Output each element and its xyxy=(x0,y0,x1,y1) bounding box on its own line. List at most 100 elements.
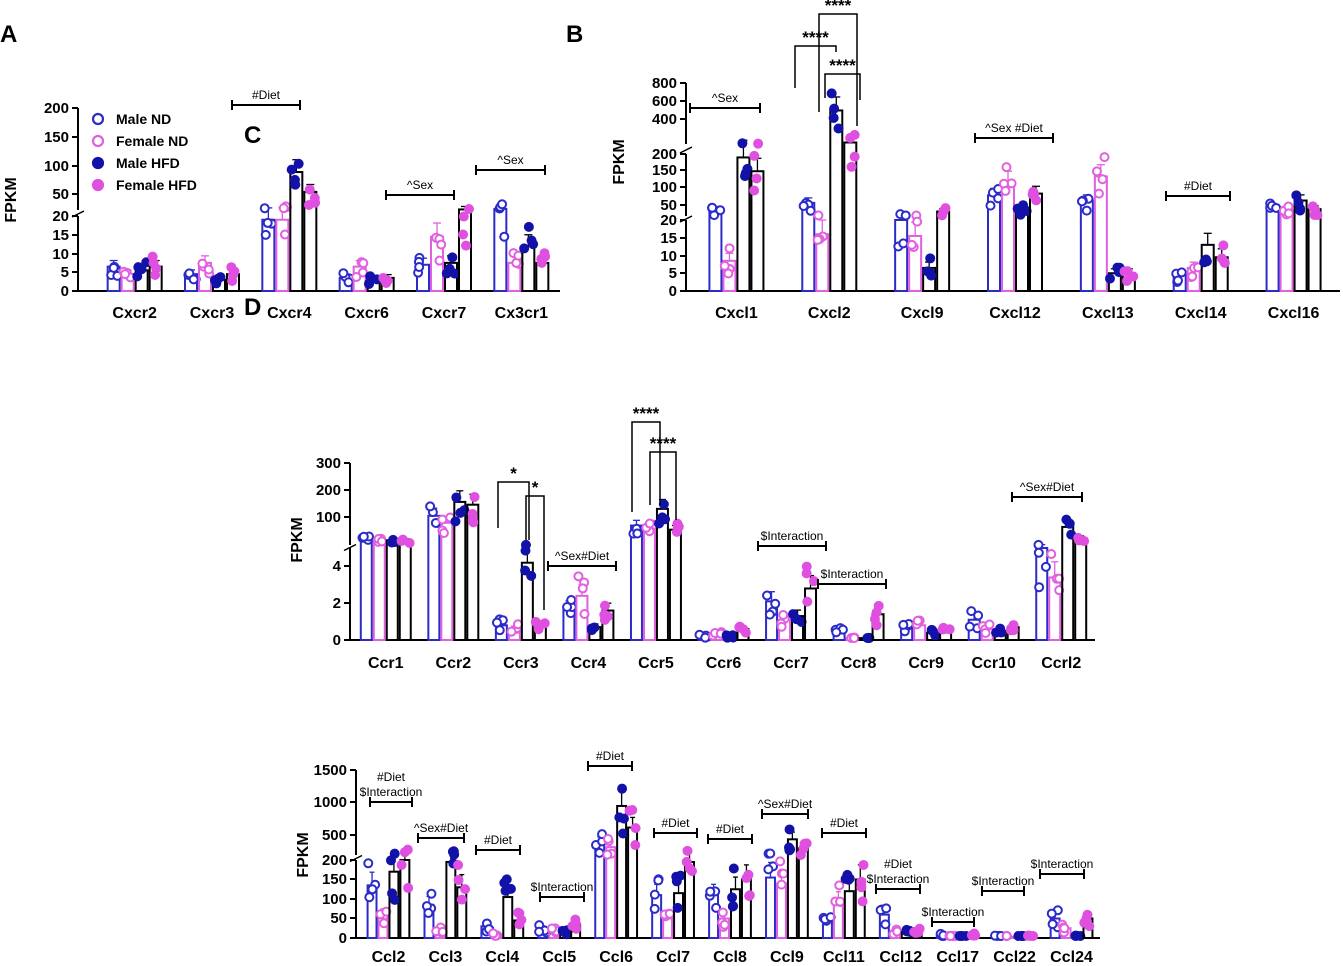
data-point xyxy=(805,205,816,216)
data-point xyxy=(278,203,289,214)
data-point xyxy=(898,619,909,630)
legend-label-1: Female ND xyxy=(116,133,188,149)
data-point xyxy=(396,859,407,870)
annotation-label: #Diet xyxy=(661,816,690,830)
data-point xyxy=(358,258,369,269)
data-point xyxy=(1040,561,1051,572)
data-point xyxy=(681,856,692,867)
data-point xyxy=(719,919,730,930)
data-point xyxy=(1283,208,1294,219)
y-tick-label: 5 xyxy=(61,264,69,281)
data-point xyxy=(649,903,660,914)
data-point xyxy=(881,903,892,914)
data-point xyxy=(898,238,909,249)
data-point xyxy=(1033,539,1044,550)
data-point xyxy=(944,624,955,635)
annotation-label: ^Sex xyxy=(712,91,738,105)
y-tick-label: 150 xyxy=(44,129,69,146)
data-point xyxy=(672,902,683,913)
bar-cxcl9-s0 xyxy=(894,219,909,292)
data-point xyxy=(740,627,751,638)
bar-ccl6-s1 xyxy=(605,846,617,940)
y-tick-label: 20 xyxy=(52,208,69,225)
bar-ccr1-s0 xyxy=(359,538,373,641)
data-point xyxy=(456,894,467,905)
category-label-cxcl12: Cxcl12 xyxy=(989,305,1041,322)
data-point xyxy=(449,268,460,279)
data-point xyxy=(749,150,760,161)
annotation-label: #Diet xyxy=(484,833,513,847)
bar-ccl8-s0 xyxy=(708,894,720,939)
data-point xyxy=(717,907,728,918)
category-label-ccl3: Ccl3 xyxy=(428,949,462,966)
axis-break-mark xyxy=(679,146,693,154)
data-point xyxy=(1001,931,1012,941)
data-point xyxy=(849,129,860,140)
category-label-ccr8: Ccr8 xyxy=(841,655,877,672)
data-point xyxy=(925,253,936,264)
data-point xyxy=(658,499,669,510)
data-point xyxy=(573,571,584,582)
data-point xyxy=(749,185,760,196)
data-point xyxy=(494,625,505,636)
data-point xyxy=(293,158,304,169)
data-point xyxy=(1005,623,1016,634)
data-point xyxy=(618,813,629,824)
data-point xyxy=(387,888,398,899)
y-tick-label: 0 xyxy=(61,283,69,300)
data-point xyxy=(849,151,860,162)
y-tick-label: 10 xyxy=(660,248,677,265)
data-point xyxy=(813,210,824,221)
data-point xyxy=(834,880,845,891)
legend: Male ND Female ND Male HFD Female HFD xyxy=(91,111,197,193)
annotation-label: $Interaction xyxy=(972,874,1035,888)
data-point xyxy=(526,570,537,581)
category-label-ccr9: Ccr9 xyxy=(908,655,944,672)
data-point xyxy=(765,848,776,859)
data-point xyxy=(922,266,933,277)
data-point xyxy=(842,869,853,880)
annotation-label: ^Sex#Diet xyxy=(414,821,469,835)
data-point xyxy=(938,206,949,217)
data-point xyxy=(438,528,449,539)
data-point xyxy=(343,277,354,288)
significance-label: * xyxy=(510,464,517,483)
data-point xyxy=(363,858,374,869)
legend-marker-1 xyxy=(91,134,105,148)
sig-ccr5-b: **** xyxy=(649,434,677,520)
y-tick-label: 200 xyxy=(316,482,341,499)
data-point xyxy=(286,164,297,175)
data-point xyxy=(450,516,461,527)
data-point xyxy=(829,103,840,114)
data-point xyxy=(451,492,462,503)
data-point xyxy=(912,216,923,227)
data-point xyxy=(599,609,610,620)
data-point xyxy=(1176,267,1187,278)
category-label-cxcr3: Cxcr3 xyxy=(190,305,235,322)
data-point xyxy=(520,565,531,576)
y-axis-label: FPKM xyxy=(611,139,628,184)
significance-bracket xyxy=(497,481,530,540)
data-point xyxy=(1173,275,1184,286)
data-point xyxy=(402,844,413,855)
data-point xyxy=(514,908,525,919)
sig-cxcl2-b: **** xyxy=(818,0,858,126)
panel-label: D xyxy=(244,294,261,321)
annotation-label: $Interaction xyxy=(761,529,824,543)
data-point xyxy=(188,274,199,285)
data-point xyxy=(363,278,374,289)
data-point xyxy=(226,262,237,273)
data-point xyxy=(1218,240,1229,251)
bar-cxcl2-s0 xyxy=(801,201,816,293)
data-point xyxy=(532,619,543,630)
data-point xyxy=(892,926,903,937)
data-point xyxy=(1076,196,1087,207)
data-point xyxy=(1081,205,1092,216)
data-point xyxy=(108,262,119,273)
data-point xyxy=(512,619,523,630)
data-point xyxy=(562,601,573,612)
annotation-label: ^Sex #Diet xyxy=(985,121,1043,135)
data-point xyxy=(520,539,531,550)
